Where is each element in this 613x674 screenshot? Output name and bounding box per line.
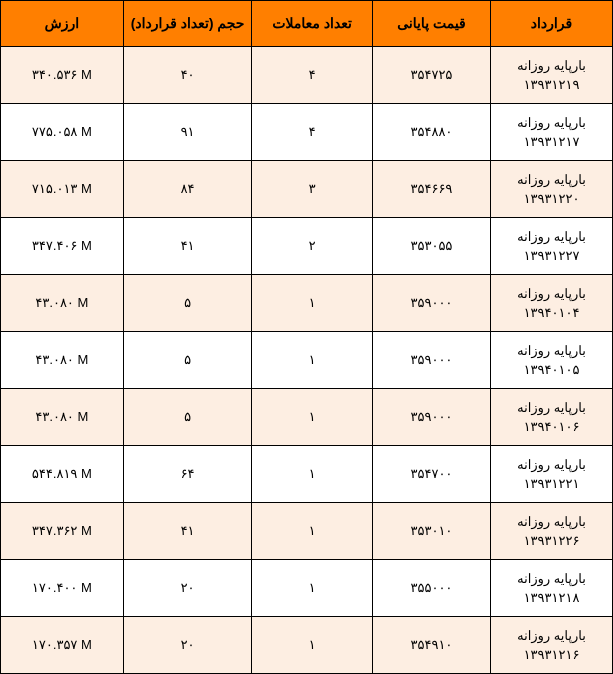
cell-volume: ۴۱ (123, 503, 252, 560)
cell-price: ۳۵۴۷۲۵ (372, 47, 490, 104)
table-row: بارپایه روزانه۱۳۹۳۱۲۲۱۳۵۴۷۰۰۱۶۴۵۴۴.۸۱۹ M (1, 446, 613, 503)
cell-price: ۳۵۴۶۶۹ (372, 161, 490, 218)
col-contract: قرارداد (491, 1, 613, 47)
cell-price: ۳۵۹۰۰۰ (372, 389, 490, 446)
table-row: بارپایه روزانه۱۳۹۳۱۲۲۶۳۵۳۰۱۰۱۴۱۳۴۷.۳۶۲ M (1, 503, 613, 560)
cell-contract: بارپایه روزانه۱۳۹۳۱۲۱۷ (491, 104, 613, 161)
cell-trades: ۱ (252, 275, 373, 332)
contract-name: بارپایه روزانه (497, 56, 606, 76)
contract-name: بارپایه روزانه (497, 569, 606, 589)
cell-value: ۴۳.۰۸۰ M (1, 389, 124, 446)
cell-value: ۱۷۰.۳۵۷ M (1, 617, 124, 674)
cell-contract: بارپایه روزانه۱۳۹۳۱۲۲۷ (491, 218, 613, 275)
contract-date: ۱۳۹۴۰۱۰۶ (497, 417, 606, 437)
table-row: بارپایه روزانه۱۳۹۳۱۲۱۸۳۵۵۰۰۰۱۲۰۱۷۰.۴۰۰ M (1, 560, 613, 617)
cell-volume: ۴۱ (123, 218, 252, 275)
col-volume: حجم (تعداد قرارداد) (123, 1, 252, 47)
cell-volume: ۸۴ (123, 161, 252, 218)
contract-name: بارپایه روزانه (497, 455, 606, 475)
contract-name: بارپایه روزانه (497, 170, 606, 190)
cell-trades: ۱ (252, 332, 373, 389)
cell-contract: بارپایه روزانه۱۳۹۴۰۱۰۴ (491, 275, 613, 332)
cell-trades: ۲ (252, 218, 373, 275)
header-row: قرارداد قیمت پایانی تعداد معاملات حجم (ت… (1, 1, 613, 47)
cell-contract: بارپایه روزانه۱۳۹۳۱۲۱۶ (491, 617, 613, 674)
cell-value: ۷۱۵.۰۱۳ M (1, 161, 124, 218)
table-row: بارپایه روزانه۱۳۹۴۰۱۰۵۳۵۹۰۰۰۱۵۴۳.۰۸۰ M (1, 332, 613, 389)
col-price: قیمت پایانی (372, 1, 490, 47)
table-row: بارپایه روزانه۱۳۹۳۱۲۱۶۳۵۴۹۱۰۱۲۰۱۷۰.۳۵۷ M (1, 617, 613, 674)
contract-name: بارپایه روزانه (497, 113, 606, 133)
cell-value: ۵۴۴.۸۱۹ M (1, 446, 124, 503)
cell-volume: ۵ (123, 389, 252, 446)
table-row: بارپایه روزانه۱۳۹۳۱۲۱۷۳۵۴۸۸۰۴۹۱۷۷۵.۰۵۸ M (1, 104, 613, 161)
table-row: بارپایه روزانه۱۳۹۳۱۲۲۷۳۵۳۰۵۵۲۴۱۳۴۷.۴۰۶ M (1, 218, 613, 275)
cell-price: ۳۵۴۷۰۰ (372, 446, 490, 503)
cell-contract: بارپایه روزانه۱۳۹۳۱۲۲۶ (491, 503, 613, 560)
cell-volume: ۲۰ (123, 560, 252, 617)
table-row: بارپایه روزانه۱۳۹۴۰۱۰۴۳۵۹۰۰۰۱۵۴۳.۰۸۰ M (1, 275, 613, 332)
contract-date: ۱۳۹۳۱۲۱۸ (497, 588, 606, 608)
cell-price: ۳۵۴۸۸۰ (372, 104, 490, 161)
cell-price: ۳۵۵۰۰۰ (372, 560, 490, 617)
contract-date: ۱۳۹۴۰۱۰۵ (497, 360, 606, 380)
contract-date: ۱۳۹۳۱۲۱۶ (497, 645, 606, 665)
cell-contract: بارپایه روزانه۱۳۹۴۰۱۰۶ (491, 389, 613, 446)
contract-name: بارپایه روزانه (497, 626, 606, 646)
cell-value: ۴۳.۰۸۰ M (1, 332, 124, 389)
cell-value: ۴۳.۰۸۰ M (1, 275, 124, 332)
contract-name: بارپایه روزانه (497, 341, 606, 361)
cell-price: ۳۵۹۰۰۰ (372, 275, 490, 332)
contract-name: بارپایه روزانه (497, 398, 606, 418)
table-row: بارپایه روزانه۱۳۹۴۰۱۰۶۳۵۹۰۰۰۱۵۴۳.۰۸۰ M (1, 389, 613, 446)
contract-date: ۱۳۹۳۱۲۲۱ (497, 474, 606, 494)
cell-trades: ۴ (252, 104, 373, 161)
contract-date: ۱۳۹۴۰۱۰۴ (497, 303, 606, 323)
cell-trades: ۱ (252, 560, 373, 617)
cell-trades: ۱ (252, 503, 373, 560)
contract-date: ۱۳۹۳۱۲۲۶ (497, 531, 606, 551)
col-trades: تعداد معاملات (252, 1, 373, 47)
cell-volume: ۹۱ (123, 104, 252, 161)
cell-contract: بارپایه روزانه۱۳۹۴۰۱۰۵ (491, 332, 613, 389)
cell-value: ۷۷۵.۰۵۸ M (1, 104, 124, 161)
contract-date: ۱۳۹۳۱۲۱۹ (497, 75, 606, 95)
cell-volume: ۴۰ (123, 47, 252, 104)
cell-trades: ۱ (252, 617, 373, 674)
cell-trades: ۱ (252, 446, 373, 503)
cell-price: ۳۵۹۰۰۰ (372, 332, 490, 389)
cell-trades: ۱ (252, 389, 373, 446)
cell-contract: بارپایه روزانه۱۳۹۳۱۲۲۰ (491, 161, 613, 218)
cell-contract: بارپایه روزانه۱۳۹۳۱۲۲۱ (491, 446, 613, 503)
contract-date: ۱۳۹۳۱۲۲۰ (497, 189, 606, 209)
futures-table: قرارداد قیمت پایانی تعداد معاملات حجم (ت… (0, 0, 613, 674)
cell-trades: ۴ (252, 47, 373, 104)
cell-volume: ۵ (123, 275, 252, 332)
cell-volume: ۲۰ (123, 617, 252, 674)
cell-value: ۳۴۰.۵۳۶ M (1, 47, 124, 104)
contract-name: بارپایه روزانه (497, 227, 606, 247)
cell-value: ۳۴۷.۴۰۶ M (1, 218, 124, 275)
contract-date: ۱۳۹۳۱۲۲۷ (497, 246, 606, 266)
contract-name: بارپایه روزانه (497, 512, 606, 532)
cell-volume: ۵ (123, 332, 252, 389)
cell-price: ۳۵۳۰۵۵ (372, 218, 490, 275)
table-row: بارپایه روزانه۱۳۹۳۱۲۲۰۳۵۴۶۶۹۳۸۴۷۱۵.۰۱۳ M (1, 161, 613, 218)
cell-price: ۳۵۳۰۱۰ (372, 503, 490, 560)
cell-contract: بارپایه روزانه۱۳۹۳۱۲۱۹ (491, 47, 613, 104)
cell-volume: ۶۴ (123, 446, 252, 503)
col-value: ارزش (1, 1, 124, 47)
contract-name: بارپایه روزانه (497, 284, 606, 304)
cell-trades: ۳ (252, 161, 373, 218)
cell-contract: بارپایه روزانه۱۳۹۳۱۲۱۸ (491, 560, 613, 617)
cell-price: ۳۵۴۹۱۰ (372, 617, 490, 674)
contract-date: ۱۳۹۳۱۲۱۷ (497, 132, 606, 152)
table-row: بارپایه روزانه۱۳۹۳۱۲۱۹۳۵۴۷۲۵۴۴۰۳۴۰.۵۳۶ M (1, 47, 613, 104)
cell-value: ۱۷۰.۴۰۰ M (1, 560, 124, 617)
cell-value: ۳۴۷.۳۶۲ M (1, 503, 124, 560)
